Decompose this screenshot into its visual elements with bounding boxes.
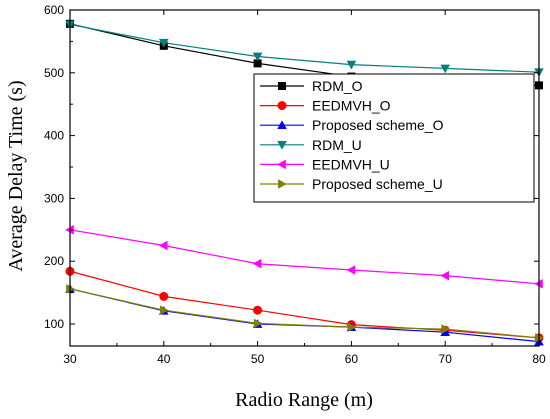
data-point (440, 64, 450, 74)
data-point (346, 60, 357, 70)
series-line (69, 23, 540, 73)
data-point (159, 240, 168, 251)
data-point (159, 38, 169, 48)
y-tick-label: 200 (44, 254, 64, 268)
x-tick-label: 70 (439, 352, 453, 366)
legend-marker (277, 159, 286, 170)
data-point (252, 52, 263, 62)
legend-marker (277, 140, 287, 150)
x-tick-label: 80 (532, 352, 546, 366)
y-tick-label: 300 (44, 191, 64, 205)
x-tick-label: 60 (345, 352, 359, 366)
data-point (253, 318, 263, 329)
data-point (440, 270, 450, 281)
legend-label: RDM_O (312, 78, 363, 94)
legend-label: EEDMVH_O (312, 98, 391, 114)
series-6 (66, 284, 544, 343)
legend-marker (278, 179, 287, 189)
legend-marker (278, 82, 286, 90)
series-5 (65, 225, 543, 289)
legend-box (253, 73, 535, 203)
x-tick-label: 40 (157, 352, 171, 366)
legend-label: EEDMVH_U (312, 156, 390, 172)
series-line (69, 288, 540, 339)
legend-label: Proposed scheme_O (312, 117, 444, 133)
y-tick-label: 600 (44, 3, 64, 17)
legend-marker (277, 101, 287, 111)
y-tick-label: 100 (44, 317, 64, 331)
series-3 (65, 284, 544, 346)
legend-entry: RDM_O (260, 78, 363, 94)
data-point (253, 305, 263, 315)
legend-entry: Proposed scheme_O (260, 117, 444, 133)
x-axis-title: Radio Range (m) (235, 389, 373, 411)
legend-entry: Proposed scheme_U (260, 176, 443, 192)
series-line (69, 229, 540, 285)
y-tick-label: 400 (44, 129, 64, 143)
legend: RDM_O EEDMVH_O Proposed scheme_O RDM_U EEDMV… (253, 73, 535, 203)
data-point (346, 265, 356, 275)
series-line (69, 270, 540, 339)
legend-entry: EEDMVH_O (260, 98, 391, 114)
axes: 30 40 50 60 70 80 100 200 300 400 500 600 (44, 3, 546, 366)
data-point (441, 324, 450, 334)
data-point (347, 322, 357, 332)
y-axis-title: Average Delay Time (s) (5, 80, 27, 271)
data-point (252, 258, 262, 269)
legend-entry: RDM_U (260, 137, 362, 153)
series-line (69, 288, 540, 343)
legend-marker (277, 120, 287, 130)
y-tick-label: 500 (44, 66, 64, 80)
legend-label: Proposed scheme_U (312, 176, 443, 192)
data-point (159, 305, 169, 316)
series-4 (65, 20, 544, 77)
x-tick-label: 30 (63, 352, 77, 366)
legend-entry: EEDMVH_U (260, 156, 390, 172)
data-point (159, 291, 169, 301)
data-point (253, 59, 262, 68)
legend-label: RDM_U (312, 137, 362, 153)
x-tick-label: 50 (251, 352, 265, 366)
